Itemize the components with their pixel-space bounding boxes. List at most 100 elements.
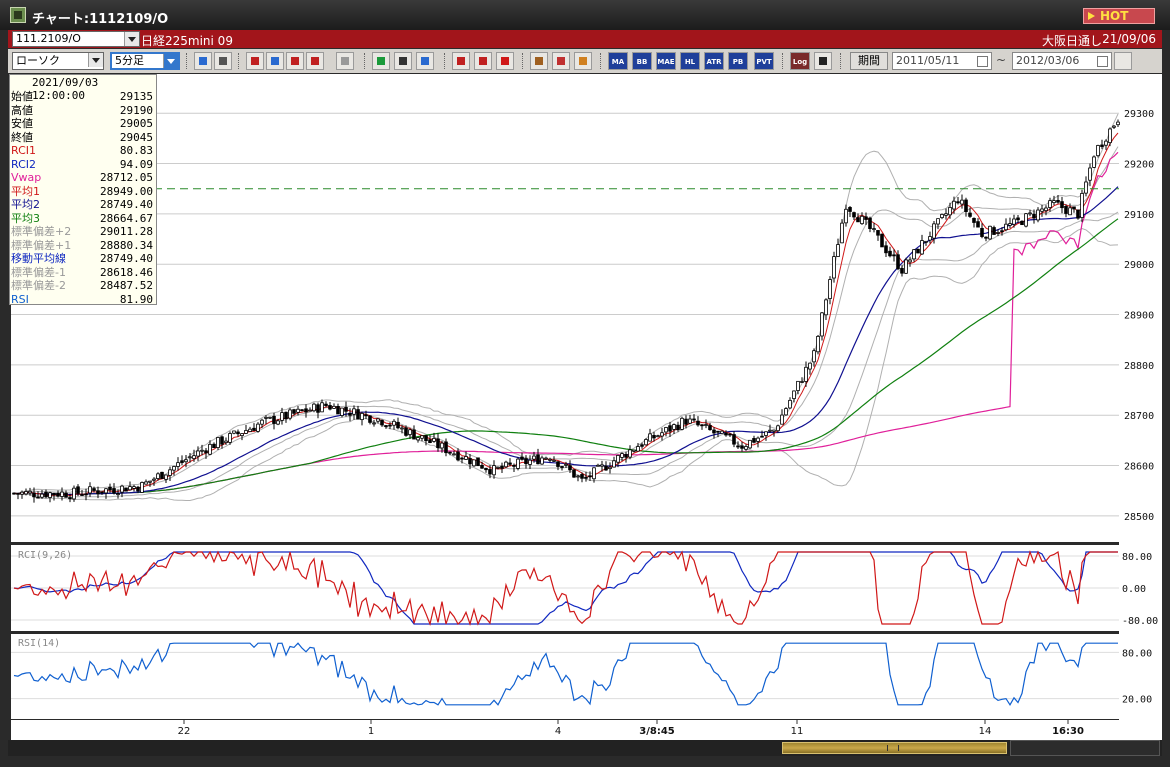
chevron-down-icon[interactable] xyxy=(88,53,103,67)
rci-tick-label: 80.00 xyxy=(1122,552,1152,563)
candle-body xyxy=(548,458,552,461)
candle-compare-icon[interactable] xyxy=(474,52,492,70)
data-row-value: 28880.34 xyxy=(100,238,153,252)
candle-body xyxy=(1024,213,1028,227)
hot-button[interactable]: HOT xyxy=(1083,8,1155,24)
ma-button[interactable]: MA xyxy=(608,52,628,70)
candle-body xyxy=(580,474,584,479)
candle-body xyxy=(884,245,888,254)
cursor-icon[interactable] xyxy=(394,52,412,70)
settings-icon[interactable] xyxy=(530,52,548,70)
candle-body xyxy=(356,409,360,420)
candle-body xyxy=(696,420,700,426)
hl-button[interactable]: HL xyxy=(680,52,700,70)
candle-body xyxy=(500,465,504,469)
candle-body xyxy=(76,486,80,494)
chart-type-select[interactable]: ローソク xyxy=(12,52,104,70)
zoom-icon[interactable] xyxy=(194,52,212,70)
data-window-row: 移動平均線 28749.40 xyxy=(11,252,155,266)
candle-body xyxy=(592,467,596,480)
candle-body xyxy=(348,412,352,416)
candle-body xyxy=(120,485,124,493)
candle-body xyxy=(124,487,128,492)
candle-body xyxy=(492,465,496,476)
data-window-row: 安値 29005 xyxy=(11,117,155,131)
symbol-select[interactable]: 111.2109/O xyxy=(12,31,140,47)
all-icon[interactable] xyxy=(496,52,514,70)
candle-body xyxy=(1084,181,1088,194)
scrollbar-track-end[interactable] xyxy=(1010,740,1160,756)
candle-body xyxy=(476,457,480,467)
pen-icon[interactable] xyxy=(416,52,434,70)
candle-body xyxy=(108,486,112,491)
candle-body xyxy=(984,236,988,239)
compare-icon[interactable] xyxy=(306,52,324,70)
palette-icon[interactable] xyxy=(574,52,592,70)
candle-body xyxy=(940,213,944,219)
timeframe-select[interactable]: 5分足 xyxy=(110,52,180,70)
atr-button[interactable]: ATR xyxy=(704,52,724,70)
candle-body xyxy=(928,236,932,241)
period-button[interactable]: 期間 xyxy=(850,52,888,70)
chart-scrollbar[interactable] xyxy=(8,740,1162,756)
checkbox-icon[interactable] xyxy=(1114,52,1132,70)
data-row-label: 標準偏差+1 xyxy=(11,238,72,252)
pvt-button[interactable]: PVT xyxy=(754,52,774,70)
candle-body xyxy=(892,254,896,257)
candle-body xyxy=(888,250,892,257)
candle-body xyxy=(448,451,452,454)
candle-body xyxy=(536,454,540,465)
candle-body xyxy=(768,429,772,432)
candle-body xyxy=(552,459,556,462)
scrollbar-thumb[interactable] xyxy=(782,742,1007,754)
candle-body xyxy=(44,491,48,498)
candle-body xyxy=(724,432,728,436)
candle-body xyxy=(872,228,876,230)
candle-body xyxy=(772,429,776,432)
toolbar-separator xyxy=(840,53,843,69)
chevron-down-icon[interactable] xyxy=(124,32,139,46)
candle-body xyxy=(868,217,872,229)
data-window-row: 終値 29045 xyxy=(11,131,155,145)
candle-body xyxy=(844,208,848,224)
chevron-down-icon[interactable] xyxy=(163,54,178,68)
mae-button[interactable]: MAE xyxy=(656,52,676,70)
data-row-label: 標準偏差-2 xyxy=(11,279,66,292)
candle-body xyxy=(60,491,64,497)
app-icon xyxy=(10,7,26,23)
trendline-icon[interactable] xyxy=(372,52,390,70)
candle-body xyxy=(996,232,1000,234)
date-from-field[interactable]: 2011/05/11 xyxy=(892,52,992,70)
band-line xyxy=(13,227,1119,501)
candle-body xyxy=(360,413,364,421)
data-row-label: 終値 xyxy=(11,130,33,144)
bb-button[interactable]: BB xyxy=(632,52,652,70)
candle-body xyxy=(676,424,680,431)
export-icon[interactable] xyxy=(814,52,832,70)
pb-button[interactable]: PB xyxy=(728,52,748,70)
candle-body xyxy=(632,449,636,452)
candle-body xyxy=(652,435,656,439)
bar-chart-icon[interactable] xyxy=(286,52,304,70)
candle-body xyxy=(72,487,76,500)
candle-body xyxy=(864,216,868,220)
candle-body xyxy=(384,425,388,427)
candle-body xyxy=(52,492,56,496)
data-window-row: RSI 81.90 xyxy=(11,293,155,307)
price-chart[interactable]: 29300 29200 29100 29000 28900 28800 28700 28600… xyxy=(0,74,1170,740)
candle-body xyxy=(508,462,512,465)
date-to-field[interactable]: 2012/03/06 xyxy=(1012,52,1112,70)
candle-body xyxy=(68,497,72,500)
candle-icon[interactable] xyxy=(452,52,470,70)
alert-icon[interactable] xyxy=(336,52,354,70)
wrench-icon[interactable] xyxy=(552,52,570,70)
crosshair-icon[interactable] xyxy=(214,52,232,70)
log-button[interactable]: Log xyxy=(790,52,810,70)
data-window-row: 標準偏差-1 28618.46 xyxy=(11,266,155,280)
candle-body xyxy=(564,463,568,466)
candle-body xyxy=(760,435,764,438)
candle-body xyxy=(824,299,828,316)
search-icon[interactable] xyxy=(266,52,284,70)
candle-body xyxy=(1100,144,1104,147)
draw-icon[interactable] xyxy=(246,52,264,70)
